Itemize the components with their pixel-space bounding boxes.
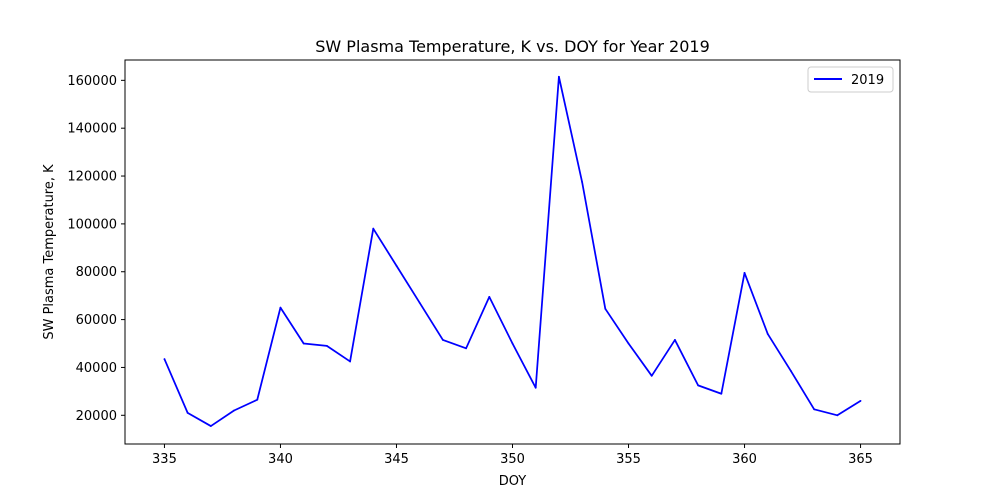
y-tick-label: 60000 — [76, 313, 117, 328]
y-tick-label: 160000 — [67, 74, 117, 89]
x-tick-label: 345 — [384, 452, 409, 467]
y-tick-label: 20000 — [76, 409, 117, 424]
series-layer — [163, 75, 862, 427]
x-axis-ticks: 335 340 345 350 355 360 365 — [152, 444, 873, 467]
x-tick-label: 335 — [152, 452, 177, 467]
data-point — [859, 400, 862, 402]
plot-area-frame — [124, 59, 901, 445]
data-point — [581, 181, 584, 183]
y-tick-label: 140000 — [67, 122, 117, 137]
legend-box — [807, 66, 894, 93]
y-axis-label: SW Plasma Temperature, K — [42, 164, 57, 340]
data-point — [836, 414, 839, 417]
legend: 2019 — [807, 66, 894, 93]
data-point — [766, 333, 769, 335]
data-point — [813, 408, 816, 411]
data-point — [627, 342, 630, 345]
x-tick-label: 340 — [268, 452, 293, 467]
data-point — [209, 425, 212, 427]
data-point — [743, 272, 746, 274]
y-tick-label: 120000 — [67, 170, 117, 185]
data-point — [534, 386, 537, 389]
data-point — [233, 409, 235, 412]
data-point — [697, 384, 700, 387]
data-point — [279, 306, 282, 309]
data-point — [488, 295, 491, 298]
data-point — [349, 360, 351, 363]
x-tick-label: 360 — [732, 452, 757, 467]
y-tick-label: 80000 — [76, 265, 117, 280]
y-tick-label: 40000 — [76, 361, 117, 376]
y-axis-ticks: 20000 40000 60000 80000 100000 120000 140000 16… — [67, 74, 125, 424]
data-point — [674, 339, 676, 341]
data-point — [418, 301, 421, 304]
data-point — [511, 342, 514, 345]
data-point — [302, 342, 305, 345]
data-point — [650, 374, 653, 377]
data-point — [256, 398, 259, 401]
data-point — [790, 370, 792, 372]
chart-title: SW Plasma Temperature, K vs. DOY for Yea… — [315, 37, 710, 56]
data-point — [186, 412, 189, 414]
data-point — [558, 75, 560, 78]
x-tick-label: 365 — [848, 452, 873, 467]
legend-label: 2019 — [851, 73, 884, 88]
data-point — [441, 339, 444, 341]
data-point — [604, 307, 607, 310]
data-point — [395, 264, 398, 267]
x-tick-label: 350 — [500, 452, 525, 467]
x-tick-label: 355 — [616, 452, 641, 467]
data-point — [325, 345, 328, 347]
data-point — [372, 227, 375, 230]
y-tick-label: 100000 — [67, 217, 117, 232]
data-point — [720, 392, 723, 395]
x-axis-label: DOY — [499, 474, 527, 489]
data-point — [163, 358, 166, 360]
data-point — [465, 347, 467, 350]
